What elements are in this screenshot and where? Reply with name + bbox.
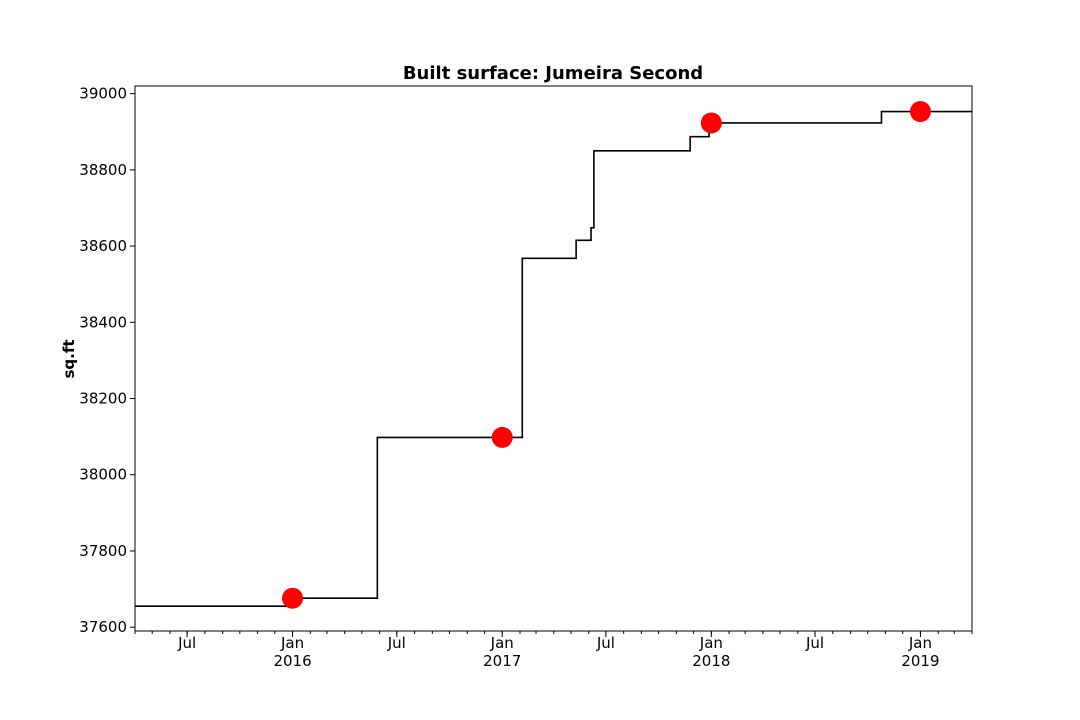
data-marker	[282, 587, 304, 609]
x-tick-label: Jul	[177, 634, 196, 652]
x-tick-year-label: 2018	[692, 652, 730, 670]
x-tick-label: Jul	[596, 634, 615, 652]
y-tick-label: 38800	[79, 161, 127, 179]
data-marker	[700, 112, 722, 134]
x-tick-label: Jan	[699, 634, 723, 652]
x-tick-label: Jan	[490, 634, 514, 652]
x-tick-label: Jul	[805, 634, 824, 652]
plot-content	[135, 101, 972, 609]
y-tick-label: 39000	[79, 85, 127, 103]
data-marker	[491, 426, 513, 448]
chart-title: Built surface: Jumeira Second	[403, 63, 703, 84]
x-tick-year-label: 2017	[483, 652, 521, 670]
y-tick-label: 38000	[79, 466, 127, 484]
x-tick-label: Jan	[280, 634, 304, 652]
plot-frame	[134, 85, 973, 632]
step-line	[135, 110, 972, 608]
y-axis: 37600 37800 38000 38200 38400 38600 38800 39000	[79, 85, 135, 636]
y-tick-label: 37600	[79, 618, 127, 636]
y-tick-label: 38400	[79, 313, 127, 331]
data-marker	[909, 101, 931, 123]
x-tick-year-label: 2019	[901, 652, 939, 670]
x-tick-label: Jan	[908, 634, 932, 652]
x-tick-year-label: 2016	[273, 652, 311, 670]
y-tick-label: 38200	[79, 390, 127, 408]
x-tick-label: Jul	[387, 634, 406, 652]
y-axis-label: sq.ft	[60, 339, 78, 378]
y-tick-label: 38600	[79, 237, 127, 255]
y-tick-label: 37800	[79, 542, 127, 560]
